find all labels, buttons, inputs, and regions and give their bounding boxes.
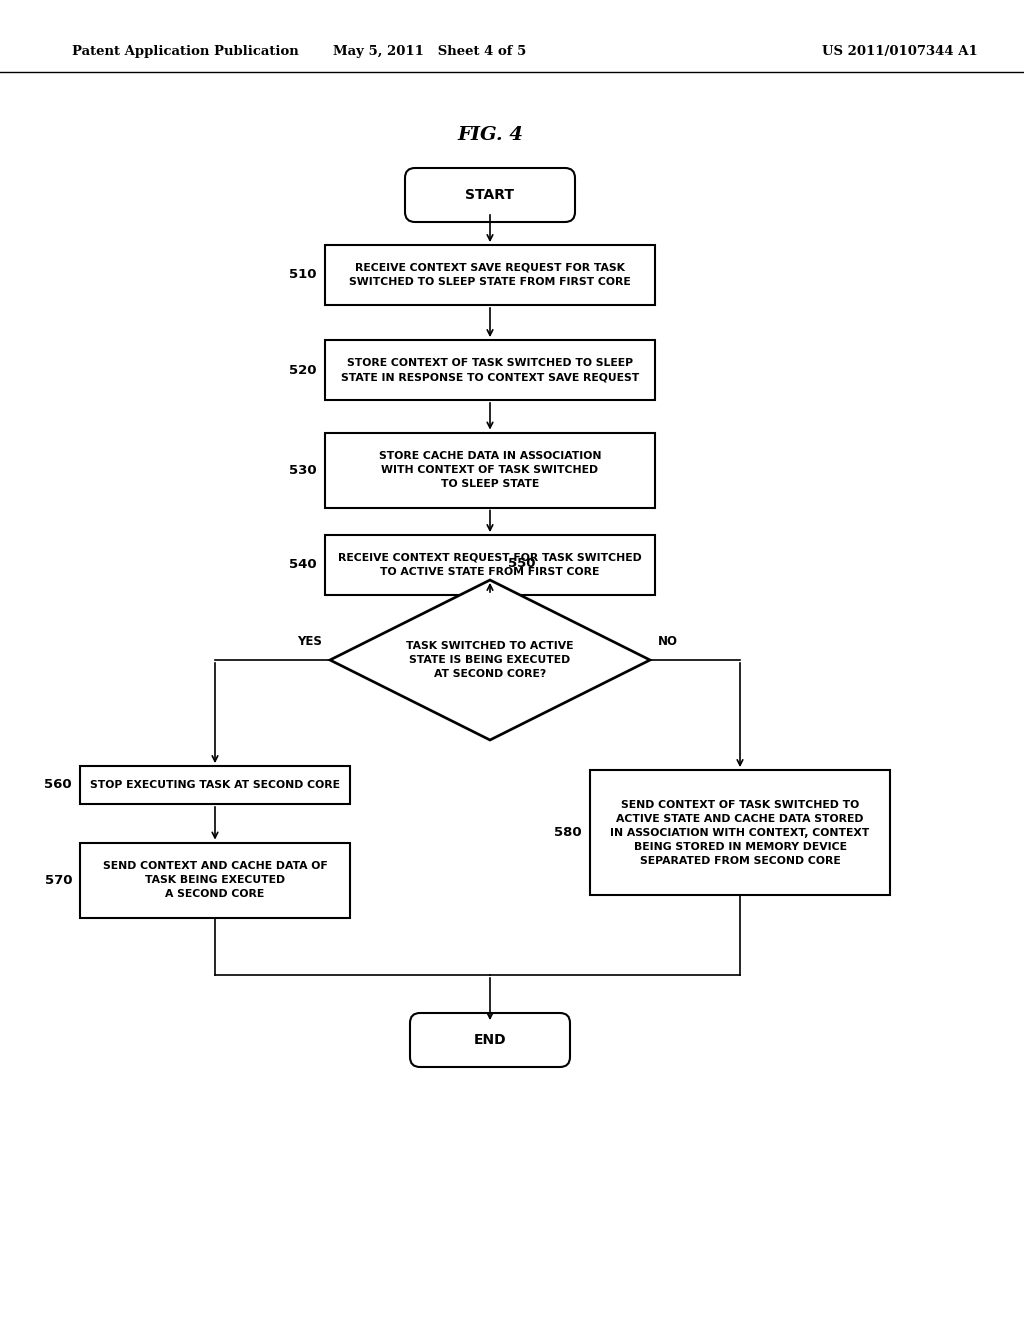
Text: 560: 560 bbox=[44, 779, 72, 792]
Text: NO: NO bbox=[658, 635, 678, 648]
Text: 570: 570 bbox=[44, 874, 72, 887]
Text: STOP EXECUTING TASK AT SECOND CORE: STOP EXECUTING TASK AT SECOND CORE bbox=[90, 780, 340, 789]
Text: FIG. 4: FIG. 4 bbox=[457, 125, 523, 144]
Text: May 5, 2011   Sheet 4 of 5: May 5, 2011 Sheet 4 of 5 bbox=[334, 45, 526, 58]
Text: 520: 520 bbox=[290, 363, 317, 376]
Text: 510: 510 bbox=[290, 268, 317, 281]
Bar bbox=[80, 766, 350, 804]
Text: US 2011/0107344 A1: US 2011/0107344 A1 bbox=[822, 45, 978, 58]
FancyBboxPatch shape bbox=[406, 168, 575, 222]
Bar bbox=[325, 535, 655, 595]
Bar bbox=[325, 246, 655, 305]
Text: TASK SWITCHED TO ACTIVE
STATE IS BEING EXECUTED
AT SECOND CORE?: TASK SWITCHED TO ACTIVE STATE IS BEING E… bbox=[407, 642, 573, 678]
Text: SEND CONTEXT OF TASK SWITCHED TO
ACTIVE STATE AND CACHE DATA STORED
IN ASSOCIATI: SEND CONTEXT OF TASK SWITCHED TO ACTIVE … bbox=[610, 800, 869, 866]
Text: START: START bbox=[466, 187, 514, 202]
FancyBboxPatch shape bbox=[410, 1012, 570, 1067]
Text: YES: YES bbox=[297, 635, 322, 648]
Bar bbox=[590, 770, 890, 895]
Text: 530: 530 bbox=[290, 463, 317, 477]
Bar bbox=[80, 842, 350, 917]
Text: 580: 580 bbox=[554, 826, 582, 840]
Polygon shape bbox=[330, 579, 650, 741]
Text: SEND CONTEXT AND CACHE DATA OF
TASK BEING EXECUTED
A SECOND CORE: SEND CONTEXT AND CACHE DATA OF TASK BEIN… bbox=[102, 861, 328, 899]
Text: STORE CONTEXT OF TASK SWITCHED TO SLEEP
STATE IN RESPONSE TO CONTEXT SAVE REQUES: STORE CONTEXT OF TASK SWITCHED TO SLEEP … bbox=[341, 358, 639, 381]
Text: 550: 550 bbox=[508, 557, 536, 570]
Text: END: END bbox=[474, 1034, 506, 1047]
Bar bbox=[325, 433, 655, 507]
Text: RECEIVE CONTEXT REQUEST FOR TASK SWITCHED
TO ACTIVE STATE FROM FIRST CORE: RECEIVE CONTEXT REQUEST FOR TASK SWITCHE… bbox=[338, 553, 642, 577]
Bar bbox=[325, 341, 655, 400]
Text: RECEIVE CONTEXT SAVE REQUEST FOR TASK
SWITCHED TO SLEEP STATE FROM FIRST CORE: RECEIVE CONTEXT SAVE REQUEST FOR TASK SW… bbox=[349, 263, 631, 286]
Text: Patent Application Publication: Patent Application Publication bbox=[72, 45, 299, 58]
Text: 540: 540 bbox=[290, 558, 317, 572]
Text: STORE CACHE DATA IN ASSOCIATION
WITH CONTEXT OF TASK SWITCHED
TO SLEEP STATE: STORE CACHE DATA IN ASSOCIATION WITH CON… bbox=[379, 451, 601, 488]
